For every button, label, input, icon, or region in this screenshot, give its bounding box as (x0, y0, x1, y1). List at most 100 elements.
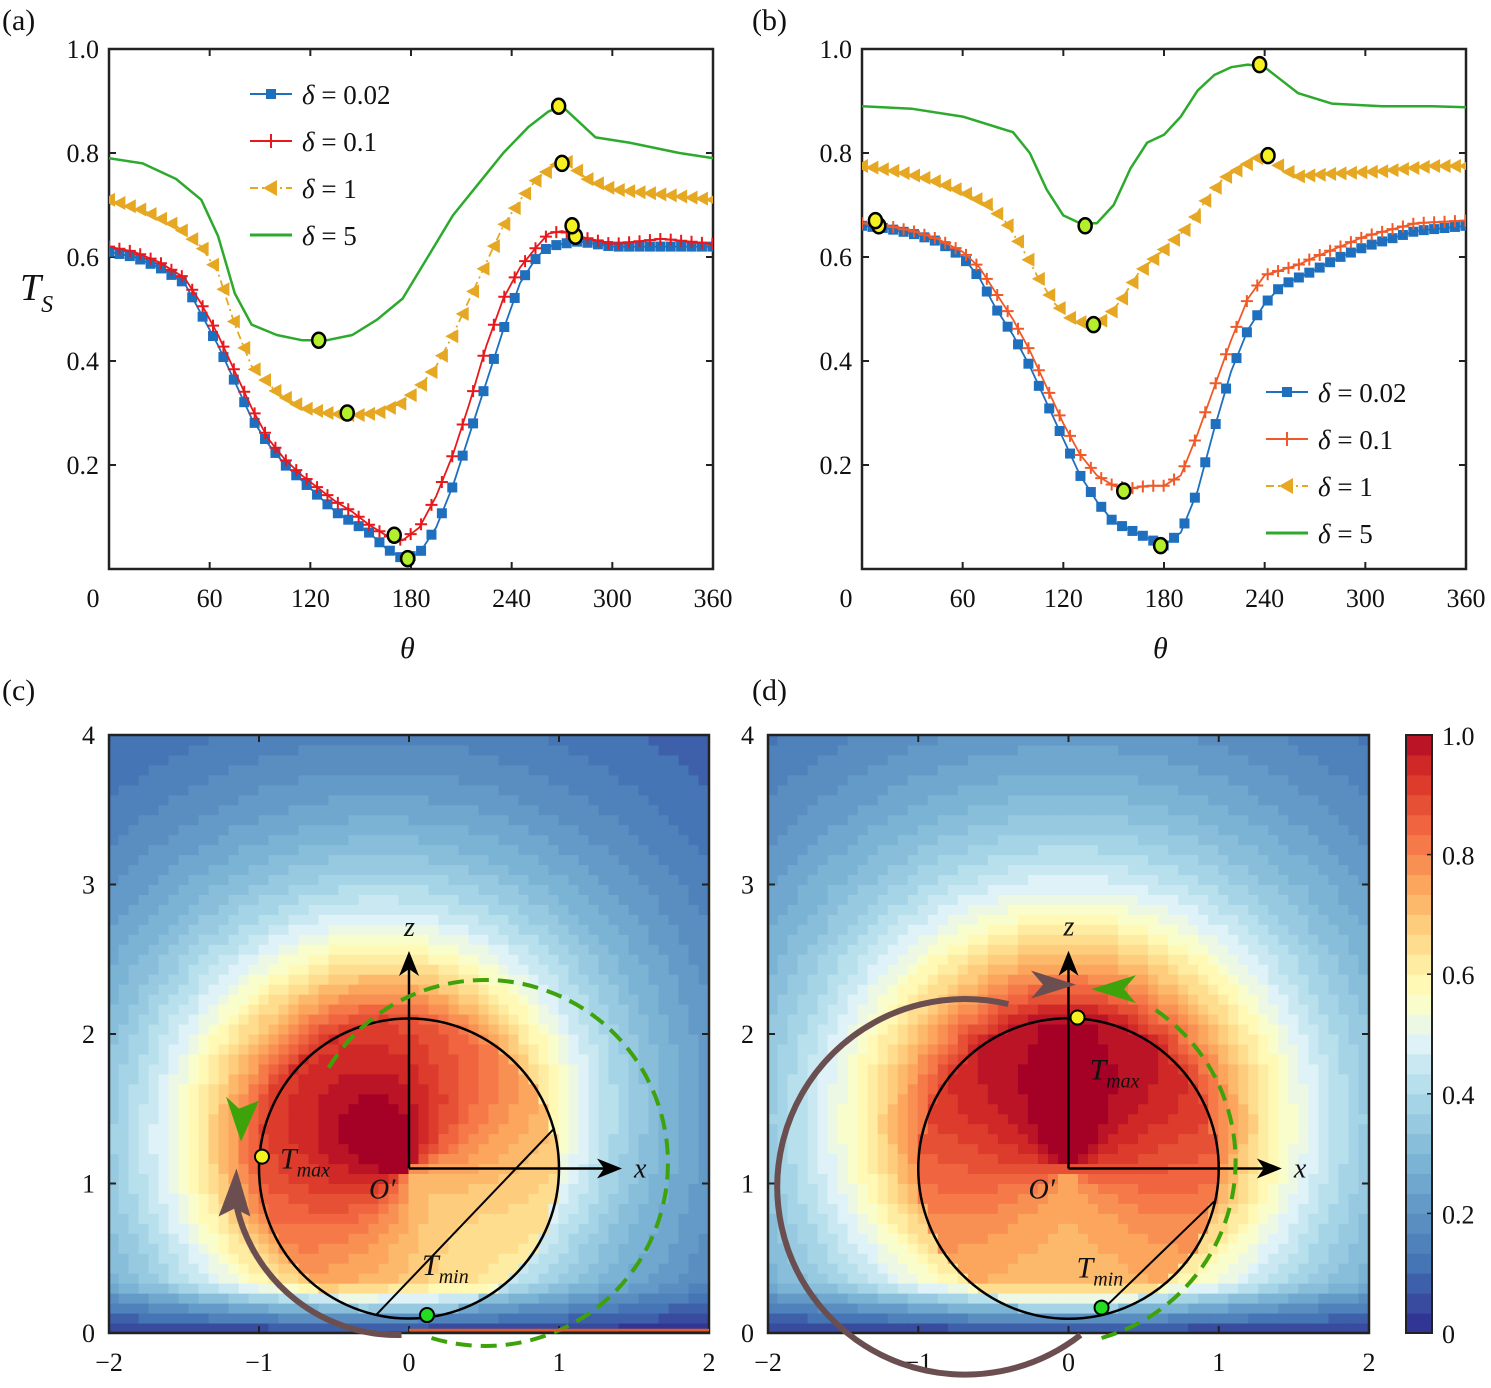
square-marker (488, 353, 499, 364)
square-marker (218, 352, 229, 363)
heatmap-cell (158, 1103, 170, 1115)
heatmap-cell (298, 764, 310, 776)
heatmap-cell (508, 1272, 520, 1284)
heatmap-cell (478, 1252, 490, 1264)
heatmap-cell (608, 1013, 620, 1025)
heatmap-cell (538, 983, 550, 995)
heatmap-cell (777, 784, 789, 796)
y-tick-label: 0.2 (67, 451, 100, 480)
heatmap-cell (887, 764, 899, 776)
heatmap-cell (468, 893, 480, 905)
heatmap-cell (168, 794, 180, 806)
tmax-point (254, 1148, 270, 1165)
heatmap-cell (298, 1282, 310, 1294)
heatmap-cell (368, 903, 380, 915)
triangle-marker (674, 189, 688, 204)
heatmap-cell (338, 893, 350, 905)
heatmap-cell (807, 1163, 819, 1175)
square-marker (239, 397, 250, 408)
heatmap-cell (338, 963, 350, 975)
heatmap-cell (897, 1143, 909, 1155)
heatmap-cell (268, 1023, 280, 1035)
heatmap-cell (168, 933, 180, 945)
heatmap-cell (548, 973, 560, 985)
heatmap-cell (837, 1262, 849, 1274)
heatmap-cell (568, 1292, 580, 1304)
heatmap-cell (668, 744, 680, 756)
heatmap-cell (498, 784, 510, 796)
heatmap-cell (578, 804, 590, 816)
heatmap-cell (558, 1143, 570, 1155)
heatmap-cell (508, 834, 520, 846)
heatmap-cell (807, 1113, 819, 1125)
heatmap-cell (498, 1083, 510, 1095)
heatmap-cell (508, 923, 520, 935)
heatmap-cell (568, 1073, 580, 1085)
heatmap-cell (448, 764, 460, 776)
heatmap-cell (887, 1143, 899, 1155)
heatmap-cell (518, 1272, 530, 1284)
plot-area (862, 63, 1466, 551)
heatmap-cell (618, 1033, 630, 1045)
heatmap-cell (807, 1322, 819, 1333)
heatmap-cell (328, 943, 340, 955)
heatmap-cell (887, 1003, 899, 1015)
heatmap-cell (198, 1163, 210, 1175)
heatmap-cell (857, 893, 869, 905)
heatmap-cell (338, 754, 350, 766)
heatmap-cell (228, 1222, 240, 1234)
heatmap-cell (578, 1262, 590, 1274)
heatmap-cell (158, 1192, 170, 1204)
heatmap-cell (338, 764, 350, 776)
heatmap-cell (777, 993, 789, 1005)
heatmap-cell (118, 1013, 130, 1025)
heatmap-cell (248, 1093, 260, 1105)
heatmap-cell (158, 1212, 170, 1224)
heatmap-cell (328, 864, 340, 876)
heatmap-cell (438, 1143, 450, 1155)
heatmap-cell (368, 1053, 380, 1065)
heatmap-cell (847, 1053, 859, 1065)
heatmap-cell (128, 983, 140, 995)
heatmap-cell (837, 804, 849, 816)
heatmap-cell (398, 1043, 410, 1055)
heatmap-cell (268, 983, 280, 995)
heatmap-cell (278, 1312, 290, 1324)
heatmap-cell (867, 963, 879, 975)
heatmap-cell (388, 1123, 400, 1135)
heatmap-cell (768, 884, 779, 895)
heatmap-cell (598, 1282, 610, 1294)
heatmap-cell (508, 804, 520, 816)
heatmap-cell (688, 784, 700, 796)
plus-marker (550, 226, 563, 239)
heatmap-cell (178, 1212, 190, 1224)
extremum-marker (867, 211, 884, 230)
heatmap-cell (538, 943, 550, 955)
heatmap-cell (508, 1242, 520, 1254)
heatmap-cell (797, 864, 809, 876)
heatmap-cell (797, 953, 809, 965)
heatmap-cell (268, 923, 280, 935)
heatmap-cell (907, 1163, 919, 1175)
heatmap-cell (308, 1163, 320, 1175)
heatmap-cell (278, 744, 290, 756)
heatmap-cell (308, 864, 320, 876)
heatmap-cell (688, 1163, 700, 1175)
heatmap-cell (448, 933, 460, 945)
heatmap-cell (318, 993, 330, 1005)
plus-marker (1376, 225, 1389, 238)
heatmap-cell (118, 913, 130, 925)
heatmap-cell (418, 1043, 430, 1055)
heatmap-cell (368, 1163, 380, 1175)
heatmap-cell (178, 893, 190, 905)
heatmap-cell (488, 764, 500, 776)
heatmap-cell (188, 1103, 200, 1115)
heatmap-cell (887, 864, 899, 876)
heatmap-cell (458, 754, 470, 766)
heatmap-cell (138, 1023, 150, 1035)
heatmap-cell (408, 1033, 420, 1045)
heatmap-cell (268, 884, 280, 895)
heatmap-cell (138, 1043, 150, 1055)
heatmap-cell (807, 834, 819, 846)
heatmap-cell (228, 824, 240, 836)
